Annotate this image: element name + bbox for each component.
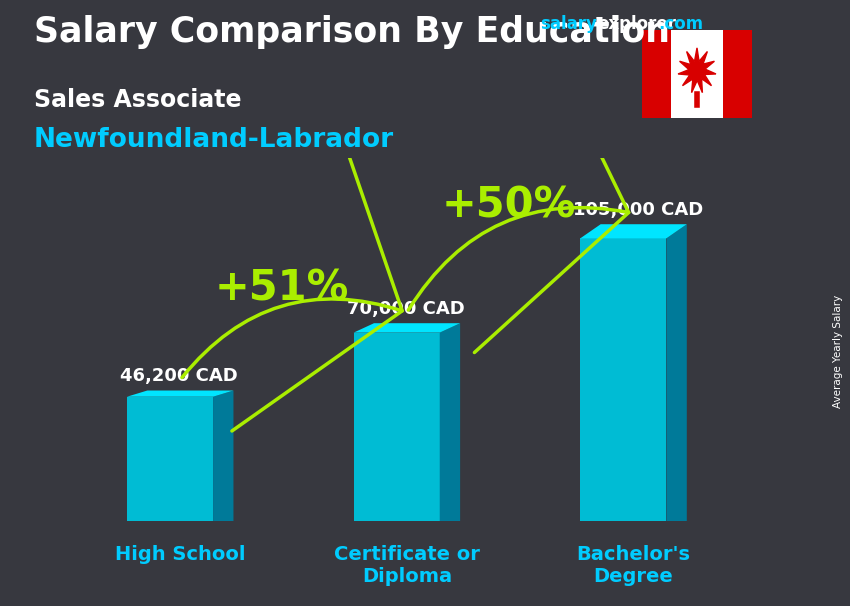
Polygon shape (581, 224, 687, 238)
Text: .com: .com (659, 15, 704, 33)
Text: explorer: explorer (598, 15, 677, 33)
Polygon shape (722, 30, 752, 118)
Polygon shape (213, 390, 234, 521)
Text: Bachelor's
Degree: Bachelor's Degree (576, 545, 690, 587)
Text: Salary Comparison By Education: Salary Comparison By Education (34, 15, 670, 49)
Text: +51%: +51% (215, 268, 349, 310)
Text: High School: High School (115, 545, 246, 564)
FancyArrowPatch shape (182, 114, 402, 431)
Text: 105,000 CAD: 105,000 CAD (574, 201, 704, 219)
Text: salary: salary (540, 15, 597, 33)
Polygon shape (354, 323, 460, 333)
Text: 46,200 CAD: 46,200 CAD (120, 367, 238, 385)
Text: 70,000 CAD: 70,000 CAD (347, 300, 465, 318)
Polygon shape (354, 333, 439, 521)
Text: Sales Associate: Sales Associate (34, 88, 241, 112)
Text: +50%: +50% (442, 185, 576, 227)
Polygon shape (127, 390, 234, 397)
Text: Newfoundland-Labrador: Newfoundland-Labrador (34, 127, 394, 153)
Polygon shape (127, 397, 213, 521)
Polygon shape (672, 30, 722, 118)
Polygon shape (439, 323, 460, 521)
Polygon shape (666, 224, 687, 521)
FancyArrowPatch shape (408, 25, 629, 353)
Text: Average Yearly Salary: Average Yearly Salary (833, 295, 843, 408)
Polygon shape (642, 30, 672, 118)
Polygon shape (678, 48, 716, 93)
Polygon shape (581, 238, 666, 521)
Text: Certificate or
Diploma: Certificate or Diploma (334, 545, 479, 587)
